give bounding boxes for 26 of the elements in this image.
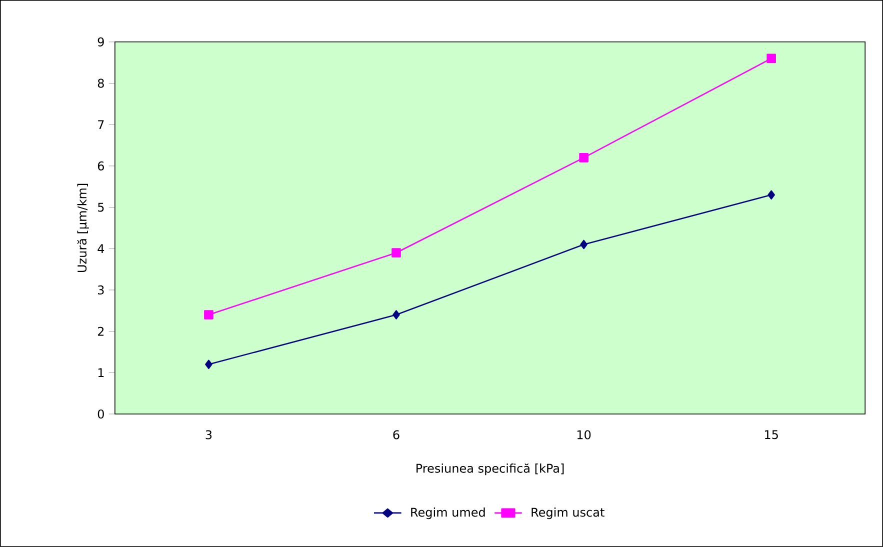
y-tick-label: 1 <box>98 368 104 378</box>
point <box>580 240 588 250</box>
x-tick-label: 3 <box>206 430 212 440</box>
point <box>392 310 400 320</box>
legend-label: Regim uscat <box>532 508 604 520</box>
y-tick-label: 5 <box>98 202 104 212</box>
y-tick-label: 4 <box>98 244 104 254</box>
x-tick-label: 10 <box>577 430 591 440</box>
y-tick-label: 7 <box>98 120 104 129</box>
y-tick-label: 3 <box>98 285 104 295</box>
x-tick-label: 15 <box>765 430 778 440</box>
point <box>392 248 401 258</box>
y-tick-label: 2 <box>98 326 104 336</box>
point <box>205 360 212 370</box>
y-axis-title: Uzură [µm/km] <box>77 184 89 272</box>
y-tick-label: 9 <box>98 37 104 46</box>
point <box>579 153 588 162</box>
x-axis-title: Presiunea specifică [kPa] <box>416 464 564 476</box>
point <box>766 54 776 64</box>
legend-label: Regim umed <box>411 508 485 520</box>
y-tick-label: 6 <box>98 161 104 171</box>
y-tick-label: 8 <box>98 78 104 88</box>
point <box>768 190 775 200</box>
x-tick-label: 6 <box>393 430 400 440</box>
y-tick-label: 0 <box>98 409 104 419</box>
point <box>204 310 214 320</box>
